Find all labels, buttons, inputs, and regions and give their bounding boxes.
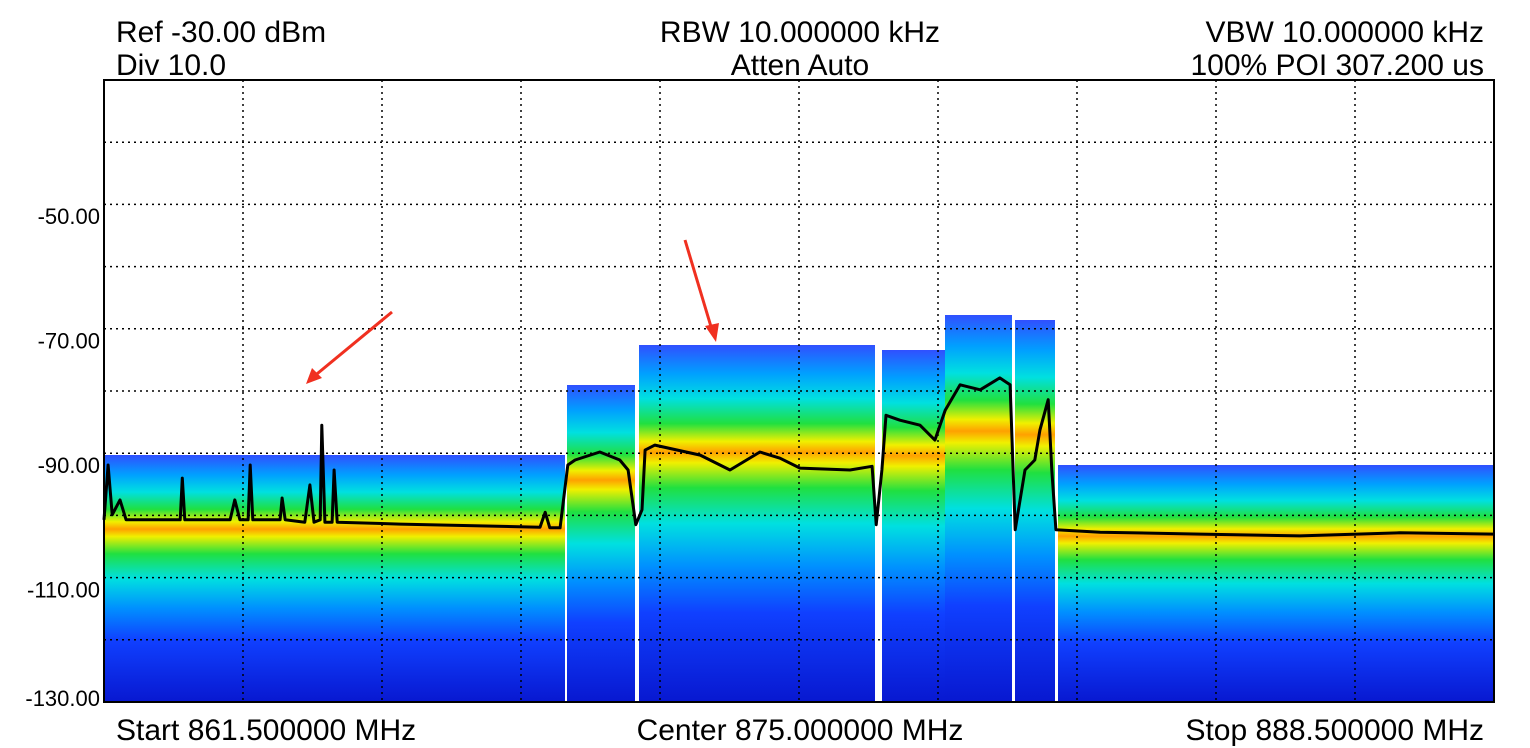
persistence-band	[882, 350, 945, 702]
vbw-label: VBW 10.000000 kHz	[1206, 16, 1484, 49]
arrow	[683, 239, 714, 331]
persistence-band	[1058, 465, 1494, 702]
arrow	[311, 310, 393, 380]
ref-label: Ref -30.00 dBm	[116, 16, 326, 49]
arrow-head	[306, 368, 322, 384]
rbw-label: RBW 10.000000 kHz	[660, 16, 940, 49]
y-tick-label: -110.00	[27, 577, 100, 602]
start-label: Start 861.500000 MHz	[116, 714, 416, 747]
stop-label: Stop 888.500000 MHz	[1185, 714, 1484, 747]
persistence-band	[945, 315, 1012, 702]
persistence-band	[639, 345, 875, 702]
persistence-band	[567, 385, 635, 702]
annotations	[306, 239, 719, 384]
y-tick-label: -70.00	[38, 329, 100, 354]
trace-line	[102, 376, 1495, 538]
center-label: Center 875.000000 MHz	[637, 714, 964, 747]
trace-layer	[102, 376, 1495, 538]
plot-border	[103, 79, 1495, 703]
div-label: Div 10.0	[116, 49, 226, 82]
arrow-head	[705, 323, 719, 342]
y-tick-label: -130.00	[25, 686, 100, 711]
poi-label: 100% POI 307.200 us	[1190, 49, 1484, 82]
y-tick-label: -90.00	[38, 453, 100, 478]
atten-label: Atten Auto	[731, 49, 869, 82]
grid	[104, 80, 1494, 702]
persistence-band	[1015, 320, 1055, 702]
y-tick-label: -50.00	[38, 204, 100, 229]
